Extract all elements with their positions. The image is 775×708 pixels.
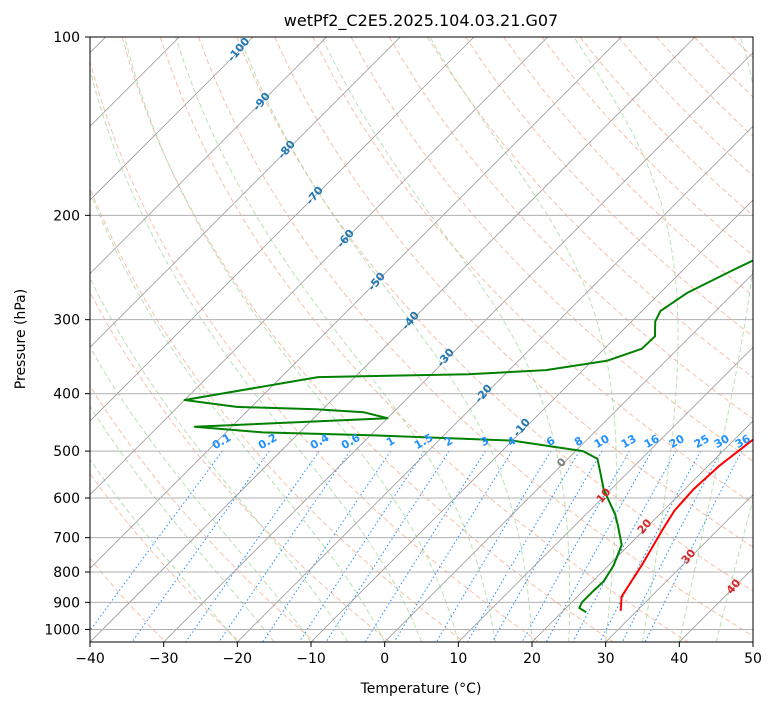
x-axis: −40 −30 −20 −10 0 10 20 30 40 50	[75, 642, 762, 667]
x-tick-label: 20	[523, 651, 541, 667]
x-tick-label: 50	[744, 651, 762, 667]
moist-adiabat-line	[90, 67, 422, 642]
y-tick-label: 200	[53, 208, 80, 224]
mixing-ratio-line	[491, 450, 603, 642]
mixing-ratio-line	[599, 450, 701, 642]
dry-adiabat-line	[350, 37, 753, 462]
isotherm-line	[531, 420, 753, 642]
mixing-ratio-line	[90, 450, 223, 632]
moist-adiabat-line	[90, 405, 275, 642]
mixing-ratio-line	[521, 450, 630, 642]
mixing-ratio-line	[644, 450, 743, 642]
x-tick-label: −30	[149, 651, 179, 667]
dry-adiabat-line	[159, 37, 689, 642]
plot-frame	[89, 36, 754, 643]
y-tick-label: 500	[53, 444, 80, 460]
dry-adiabat-line	[388, 37, 753, 420]
y-tick-label: 300	[53, 313, 80, 329]
dry-adiabat-line	[90, 186, 465, 642]
moist-adiabat-line	[90, 277, 349, 642]
moist-adiabat-line	[573, 37, 679, 642]
moist-adiabat-line	[90, 190, 386, 642]
y-tick-label: 400	[53, 387, 80, 403]
mixing-ratio-line	[262, 450, 392, 642]
isotherm-line	[90, 37, 401, 348]
x-tick-label: 30	[597, 651, 615, 667]
dry-adiabat-line	[90, 472, 241, 642]
temperature-profile	[619, 438, 753, 611]
isotherm-line	[90, 37, 254, 201]
dry-adiabat-line	[465, 37, 753, 338]
dry-adiabat-line	[90, 384, 316, 642]
isotherm-line	[163, 52, 753, 642]
x-tick-label: 10	[449, 651, 467, 667]
isotherm-line	[90, 37, 475, 422]
dry-adiabat-line	[312, 37, 753, 505]
y-tick-label: 1000	[44, 622, 80, 638]
dry-adiabat-line	[90, 59, 540, 642]
y-tick-label: 700	[53, 531, 80, 547]
moist-adiabat-line	[175, 37, 496, 642]
mixing-ratio-line	[185, 450, 320, 642]
isotherm-line	[90, 37, 696, 642]
x-tick-label: −20	[223, 651, 253, 667]
y-tick-label: 900	[53, 595, 80, 611]
mixing-ratio-line	[545, 450, 653, 642]
moist-adiabat-line	[321, 37, 571, 642]
moist-adiabat-line	[239, 37, 533, 642]
isotherm-line	[237, 125, 753, 642]
moist-adiabat-line	[90, 458, 238, 642]
moist-adiabat-line	[715, 498, 753, 642]
moist-adiabat-line	[678, 37, 753, 642]
y-axis-label: Pressure (hPa)	[13, 289, 29, 389]
x-tick-label: −10	[296, 651, 326, 667]
mixing-ratio-line	[298, 450, 425, 642]
dry-adiabat-line	[503, 37, 753, 297]
isotherm-line	[458, 346, 753, 642]
isotherm-line	[90, 37, 327, 275]
x-axis-label: Temperature (°C)	[360, 681, 482, 697]
x-tick-label: 0	[380, 651, 389, 667]
isotherm-line	[310, 199, 753, 642]
isotherm-line	[90, 37, 548, 496]
mixing-ratio-line	[621, 450, 722, 642]
y-tick-label: 800	[53, 565, 80, 581]
moist-adiabat-line	[429, 37, 617, 642]
dry-adiabat-line	[426, 37, 753, 378]
dry-adiabat-line	[90, 291, 390, 642]
isotherm-line	[384, 273, 753, 642]
isotherm-line	[605, 494, 753, 642]
isotherm-line	[90, 37, 622, 569]
dry-adiabat-line	[121, 37, 614, 642]
mixing-ratio-line	[218, 450, 351, 642]
chart-title: wetPf2_C2E5.2025.104.03.21.G07	[284, 11, 558, 31]
moist-adiabat-line	[124, 37, 459, 642]
dewpoint-profile	[183, 259, 753, 614]
y-tick-label: 600	[53, 491, 80, 507]
y-tick-label: 100	[53, 30, 80, 46]
grid-lines	[90, 37, 753, 642]
x-tick-label: 40	[670, 651, 688, 667]
profiles	[183, 259, 753, 614]
y-axis: 100 200 300 400 500 600 700 800 900 1000	[44, 30, 90, 638]
x-tick-label: −40	[75, 651, 105, 667]
